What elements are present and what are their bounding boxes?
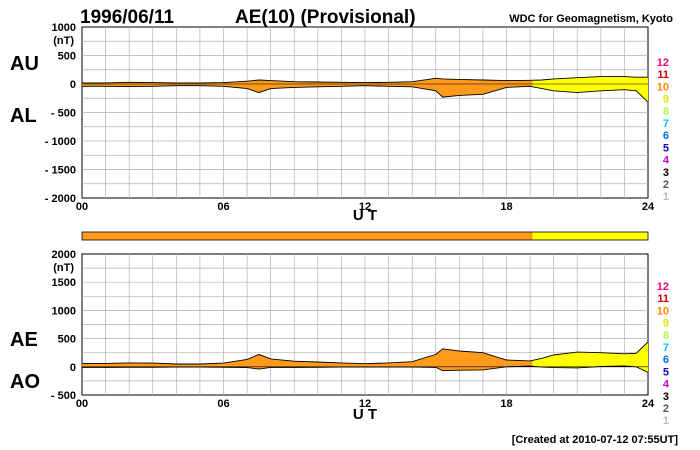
y-tick-label: 1000 xyxy=(52,305,76,317)
station-count-label: 11 xyxy=(657,293,669,305)
y-tick-label: - 1000 xyxy=(45,136,76,148)
station-count-label: 4 xyxy=(663,379,670,391)
y-tick-label: 0 xyxy=(70,362,76,374)
station-count-label: 9 xyxy=(663,94,669,106)
y-tick-labels: 2000 1500 1000 500 0 - 500 xyxy=(51,249,76,402)
y-tick-label: 500 xyxy=(58,334,76,346)
station-count-label: 4 xyxy=(663,155,670,167)
station-count-label: 10 xyxy=(657,305,669,317)
bar-segment xyxy=(82,232,533,240)
ae-ao-panel: AE AO (nT) 2000 1500 1000 500 0 - 500 00 06 12 1… xyxy=(10,249,655,423)
station-count-label: 10 xyxy=(657,81,669,93)
al-label: AL xyxy=(10,105,37,127)
station-count-label: 7 xyxy=(663,118,669,130)
x-tick-label: 06 xyxy=(217,398,229,410)
grid xyxy=(81,26,649,199)
station-count-label: 3 xyxy=(663,391,669,403)
unit-label: (nT) xyxy=(53,35,74,47)
station-count-label: 2 xyxy=(663,179,669,191)
y-tick-label: 500 xyxy=(58,51,76,63)
bar-frame xyxy=(81,231,649,241)
x-tick-labels: 00 06 12 18 24 xyxy=(76,201,655,213)
grid xyxy=(81,253,649,396)
activity-area xyxy=(532,342,648,373)
created-timestamp: [Created at 2010-07-12 07:55UT] xyxy=(512,434,679,446)
ao-line xyxy=(82,365,649,373)
al-line xyxy=(82,85,649,103)
station-count-label: 8 xyxy=(663,330,669,342)
station-count-label: 5 xyxy=(663,366,669,378)
activity-area xyxy=(532,76,648,103)
bar-segment xyxy=(532,232,648,240)
activity-area xyxy=(82,348,533,371)
station-count-label: 7 xyxy=(663,342,669,354)
au-label: AU xyxy=(10,53,39,75)
y-tick-labels: 1000 500 0 - 500 - 1000 - 1500 - 2000 xyxy=(45,22,76,205)
x-tick-label: 06 xyxy=(217,201,229,213)
y-tick-label: - 2000 xyxy=(45,193,76,205)
y-tick-label: 1500 xyxy=(52,277,76,289)
x-tick-label: 24 xyxy=(642,201,655,213)
y-tick-label: 0 xyxy=(70,79,76,91)
y-tick-label: - 500 xyxy=(51,390,76,402)
station-count-label: 12 xyxy=(657,281,669,293)
station-count-bar xyxy=(81,231,649,241)
index-title: AE(10) (Provisional) xyxy=(235,7,416,28)
activity-fill xyxy=(82,341,649,373)
source-label: WDC for Geomagnetism, Kyoto xyxy=(509,13,673,25)
ae-label: AE xyxy=(10,329,38,351)
station-count-label: 8 xyxy=(663,106,669,118)
station-count-label: 12 xyxy=(657,57,669,69)
station-count-label: 11 xyxy=(657,69,669,81)
x-tick-label: 12 xyxy=(359,201,371,213)
x-axis-label: U T xyxy=(353,207,377,224)
y-tick-label: - 500 xyxy=(51,108,76,120)
x-axis-label: U T xyxy=(353,406,377,423)
unit-label: (nT) xyxy=(53,262,74,274)
x-tick-labels: 00 06 12 18 24 xyxy=(76,398,655,410)
x-tick-label: 00 xyxy=(76,398,88,410)
activity-fill xyxy=(82,76,649,103)
station-count-label: 1 xyxy=(663,191,669,203)
x-tick-label: 18 xyxy=(500,398,512,410)
station-count-label: 1 xyxy=(663,415,669,427)
ao-label: AO xyxy=(10,371,40,393)
x-tick-label: 24 xyxy=(642,398,655,410)
station-count-label: 5 xyxy=(663,142,669,154)
y-tick-label: - 1500 xyxy=(45,165,76,177)
station-count-label: 9 xyxy=(663,318,669,330)
ae-line xyxy=(82,341,649,365)
au-line xyxy=(82,76,648,84)
x-tick-label: 18 xyxy=(500,201,512,213)
x-tick-label: 12 xyxy=(359,398,371,410)
station-count-label: 2 xyxy=(663,403,669,415)
station-count-label: 3 xyxy=(663,167,669,179)
date-title: 1996/06/11 xyxy=(80,7,174,28)
station-count-label: 6 xyxy=(663,354,669,366)
y-tick-label: 1000 xyxy=(52,22,76,34)
y-tick-label: 2000 xyxy=(52,249,76,261)
x-tick-label: 00 xyxy=(76,201,88,213)
au-al-panel: AU AL (nT) 1000 500 0 - 500 - 1000 - 1500 - 20… xyxy=(10,22,655,224)
station-count-label: 6 xyxy=(663,130,669,142)
